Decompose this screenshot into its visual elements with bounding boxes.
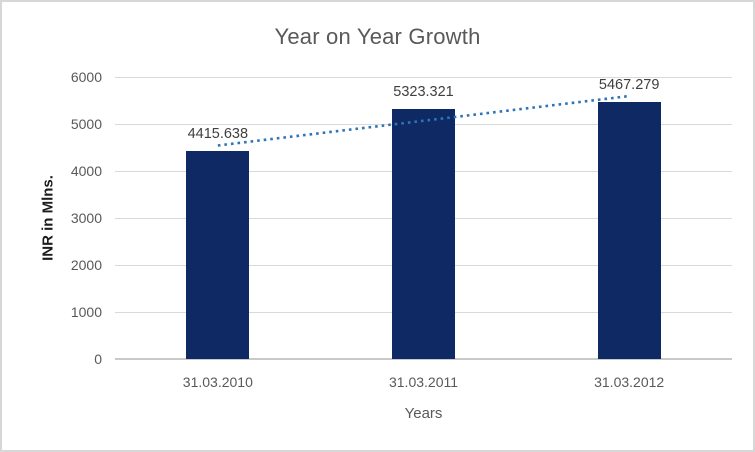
y-tick-label: 1000 [70,304,102,320]
y-tick-label: 3000 [70,210,102,226]
gridline [115,77,732,78]
x-axis-line [115,358,732,360]
data-label: 4415.638 [187,126,249,143]
x-tick-label: 31.03.2010 [182,374,253,390]
bar-31.03.2012 [597,102,661,359]
bar-31.03.2010 [186,151,250,359]
bar-31.03.2011 [392,108,455,359]
x-tick-label: 31.03.2012 [594,374,665,390]
y-tick-label: 0 [94,351,102,367]
y-tick-label: 4000 [70,163,102,179]
y-tick-label: 2000 [70,257,102,273]
y-tick-label: 6000 [70,69,102,85]
data-label: 5323.321 [393,83,454,100]
plot-area [115,77,732,360]
data-label: 5467.279 [598,77,660,94]
x-tick-label: 31.03.2011 [388,374,459,390]
trendline [217,94,630,147]
x-axis-title: Years [404,405,443,422]
chart-title: Year on Year Growth [274,24,481,49]
y-tick-label: 5000 [70,116,102,132]
